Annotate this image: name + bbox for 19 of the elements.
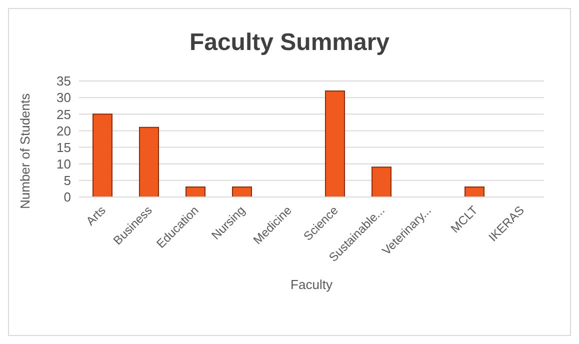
bar (232, 186, 252, 197)
bar (186, 186, 206, 197)
y-tick-label: 5 (64, 173, 71, 188)
y-tick-label: 20 (56, 123, 71, 138)
bar (139, 126, 159, 197)
bar (325, 90, 345, 197)
y-tick-label: 35 (56, 74, 71, 89)
bar (372, 166, 392, 197)
chart-title: Faculty Summary (188, 29, 391, 58)
x-tick-label: Arts (83, 203, 108, 228)
y-tick-label: 30 (56, 90, 71, 106)
bar (92, 114, 112, 197)
x-axis-title: Faculty (290, 277, 333, 292)
bar (464, 186, 484, 197)
y-tick-label: 0 (64, 190, 71, 205)
y-tick-label: 10 (56, 156, 71, 172)
y-tick-label: 15 (56, 140, 71, 155)
y-axis-title: Number of Students (18, 92, 33, 209)
y-tick-label: 25 (56, 106, 71, 122)
